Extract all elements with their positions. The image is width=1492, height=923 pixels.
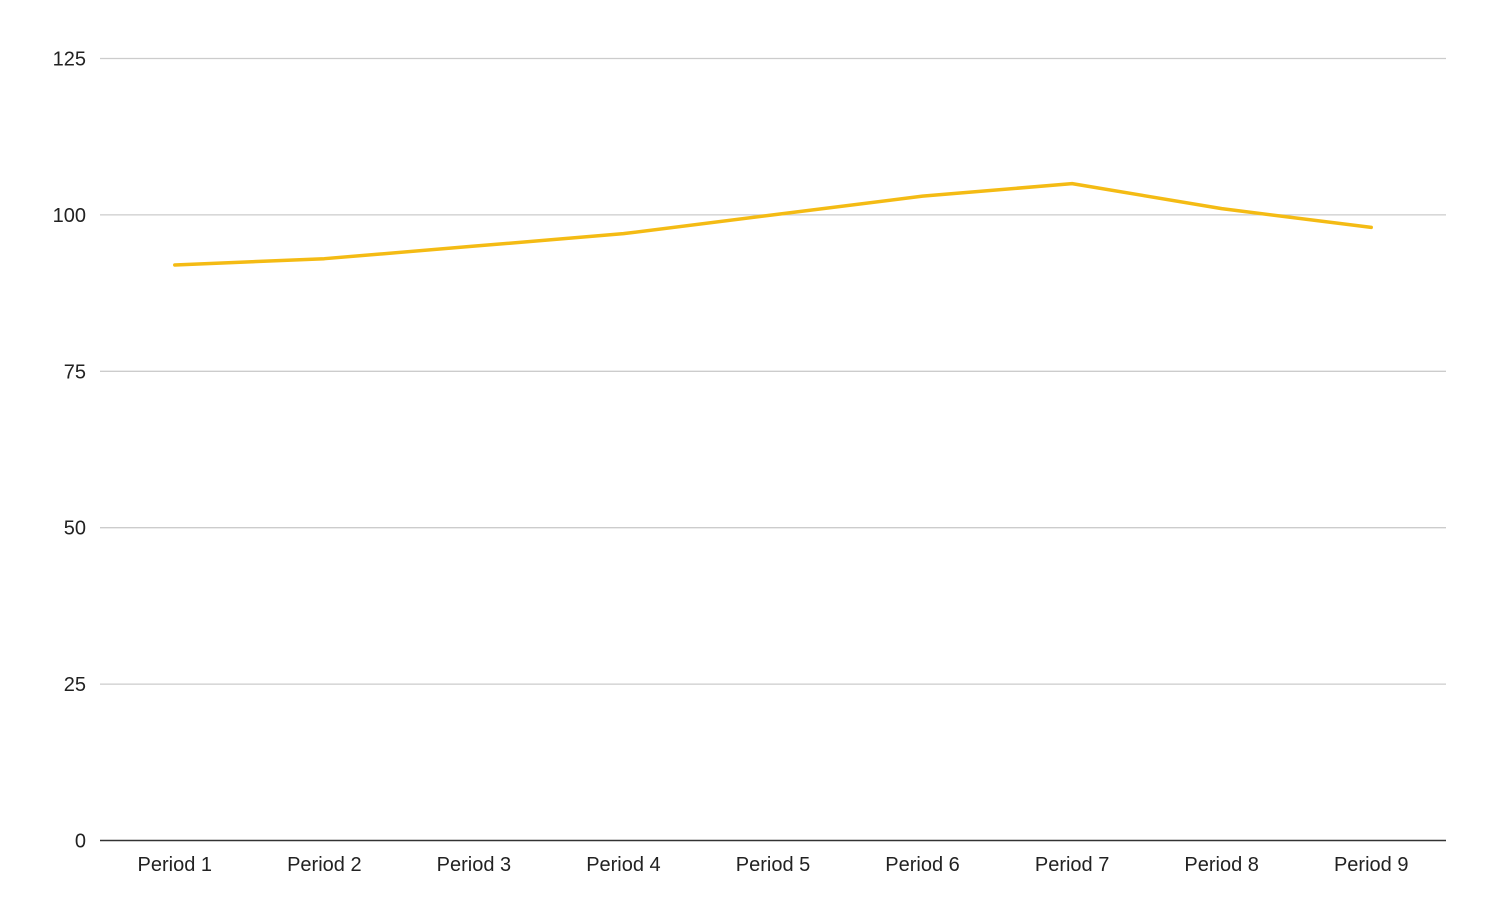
x-tick-label: Period 8 <box>1184 854 1259 876</box>
x-tick-label: Period 2 <box>287 854 362 876</box>
y-tick-label: 50 <box>64 518 86 540</box>
y-tick-label: 25 <box>64 674 86 696</box>
x-axis-tick-labels: Period 1 Period 2 Period 3 Period 4 Period 5… <box>138 854 1409 876</box>
y-tick-label: 125 <box>53 49 86 71</box>
x-tick-label: Period 3 <box>437 854 512 876</box>
x-tick-label: Period 1 <box>138 854 213 876</box>
series-lines <box>173 181 1373 267</box>
gridlines <box>100 57 1446 685</box>
y-axis-tick-labels: 0 25 50 75 100 125 <box>53 49 86 853</box>
x-tick-label: Period 4 <box>586 854 661 876</box>
y-tick-label: 100 <box>53 205 86 227</box>
y-tick-label: 0 <box>75 831 86 853</box>
x-tick-label: Period 7 <box>1035 854 1110 876</box>
series-line <box>173 181 1373 267</box>
x-tick-label: Period 9 <box>1334 854 1409 876</box>
x-tick-label: Period 6 <box>885 854 960 876</box>
y-tick-label: 75 <box>64 361 86 383</box>
x-tick-label: Period 5 <box>736 854 811 876</box>
